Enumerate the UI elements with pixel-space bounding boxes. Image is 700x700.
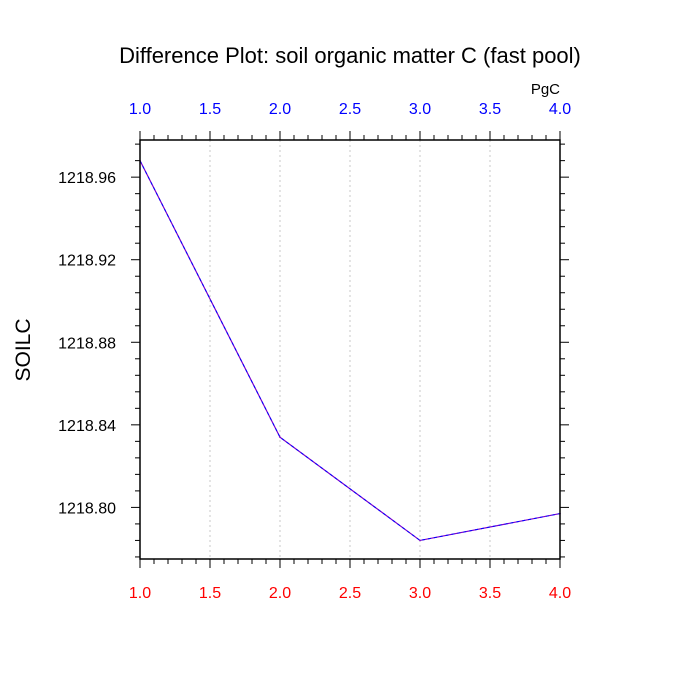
x-tick-label-top: 3.5	[479, 101, 501, 118]
y-tick-label: 1218.88	[58, 335, 116, 352]
x-tick-label-top: 1.0	[129, 101, 151, 118]
y-axis-label: SOILC	[12, 318, 35, 381]
x-tick-label-bottom: 2.5	[339, 585, 361, 602]
series-point	[279, 436, 281, 439]
x-tick-label-bottom: 2.0	[269, 585, 291, 602]
y-tick-label: 1218.80	[58, 500, 116, 517]
grid-layer	[209, 140, 491, 559]
tick-labels-layer: 1.0 1.0 1.5 1.5 2.0 2.0 2.5 2.5 3.0 3.0 3.5 3.5 4.0 4…	[58, 101, 571, 602]
y-tick-label: 1218.96	[58, 170, 116, 187]
x-tick-label-top: 3.0	[409, 101, 431, 118]
x-tick-label-bottom: 4.0	[549, 585, 571, 602]
x-tick-label-top: 2.0	[269, 101, 291, 118]
x-tick-label-bottom: 1.5	[199, 585, 221, 602]
x-tick-label-bottom: 3.5	[479, 585, 501, 602]
series-point	[419, 539, 421, 542]
series-line-dashed	[139, 160, 561, 541]
x-tick-label-bottom: 3.0	[409, 585, 431, 602]
ticks-layer	[131, 131, 569, 568]
chart-title: Difference Plot: soil organic matter C (…	[119, 43, 581, 68]
x-tick-label-top: 1.5	[199, 101, 221, 118]
y-tick-label: 1218.84	[58, 418, 116, 435]
x-tick-label-top: 2.5	[339, 101, 361, 118]
units-label: PgC	[531, 81, 560, 98]
y-tick-label: 1218.92	[58, 253, 116, 270]
x-tick-label-top: 4.0	[549, 101, 571, 118]
x-tick-label-bottom: 1.0	[129, 585, 151, 602]
